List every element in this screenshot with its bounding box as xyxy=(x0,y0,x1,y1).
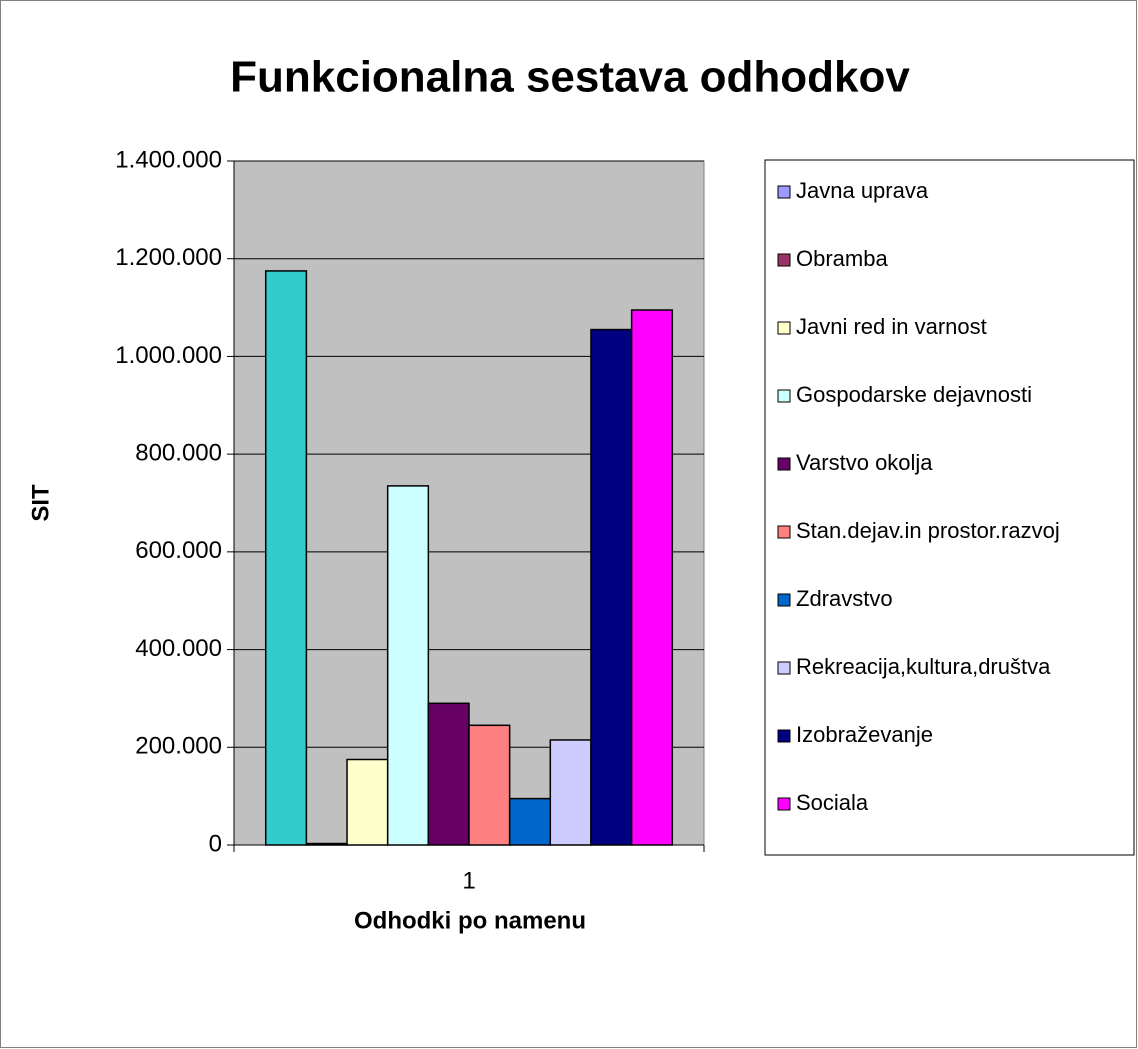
legend-label: Obramba xyxy=(796,246,888,271)
legend-swatch xyxy=(777,729,791,743)
y-tick-label: 1.200.000 xyxy=(115,244,222,271)
legend-label: Zdravstvo xyxy=(796,586,893,611)
bar xyxy=(549,739,592,846)
bar xyxy=(427,702,470,846)
legend-label: Izobraževanje xyxy=(796,722,933,747)
x-tick-label: 1 xyxy=(462,867,475,894)
y-tick-label: 1.000.000 xyxy=(115,342,222,369)
legend-label: Gospodarske dejavnosti xyxy=(796,382,1032,407)
bar xyxy=(508,797,552,846)
y-tick-label: 0 xyxy=(209,830,222,857)
legend-swatch xyxy=(777,593,791,607)
y-tick-label: 200.000 xyxy=(135,733,222,760)
legend-swatch xyxy=(777,185,791,199)
bar xyxy=(468,724,511,846)
legend-swatch xyxy=(777,389,791,403)
legend-swatch xyxy=(777,253,791,267)
legend-swatch xyxy=(777,457,791,471)
y-tick-label: 1.400.000 xyxy=(115,146,222,173)
legend-label: Javni red in varnost xyxy=(796,314,987,339)
chart-title: Funkcionalna sestava odhodkov xyxy=(230,53,910,102)
legend-swatch xyxy=(777,797,791,811)
y-axis-label: SIT xyxy=(27,484,54,522)
legend-label: Stan.dejav.in prostor.razvoj xyxy=(796,518,1060,543)
x-axis-label: Odhodki po namenu xyxy=(354,907,586,934)
y-tick-label: 600.000 xyxy=(135,537,222,564)
legend-label: Javna uprava xyxy=(796,178,929,203)
legend-box xyxy=(764,159,1135,856)
y-tick-label: 800.000 xyxy=(135,439,222,466)
legend-label: Sociala xyxy=(796,790,869,815)
legend-swatch xyxy=(777,321,791,335)
legend-label: Varstvo okolja xyxy=(796,450,933,475)
legend-swatch xyxy=(777,525,791,539)
bar xyxy=(305,842,348,846)
y-tick-label: 400.000 xyxy=(135,635,222,662)
bar xyxy=(386,485,430,846)
bar xyxy=(590,328,633,846)
bar xyxy=(346,758,389,846)
legend-swatch xyxy=(777,661,791,675)
bar xyxy=(264,270,308,846)
legend-label: Rekreacija,kultura,društva xyxy=(796,654,1051,679)
bar xyxy=(630,309,674,846)
